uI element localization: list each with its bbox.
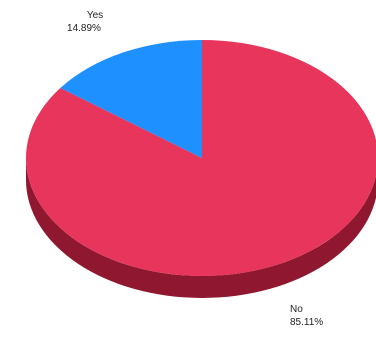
pie-slice-yes xyxy=(60,39,202,158)
slice-label-yes: Yes xyxy=(87,10,103,21)
slice-value-yes: 14.89% xyxy=(67,23,101,34)
slice-label-no: No xyxy=(290,304,303,315)
slice-value-no: 85.11% xyxy=(290,317,323,328)
pie-slice-no xyxy=(26,40,376,276)
pie-slice-depth-no xyxy=(26,158,376,298)
